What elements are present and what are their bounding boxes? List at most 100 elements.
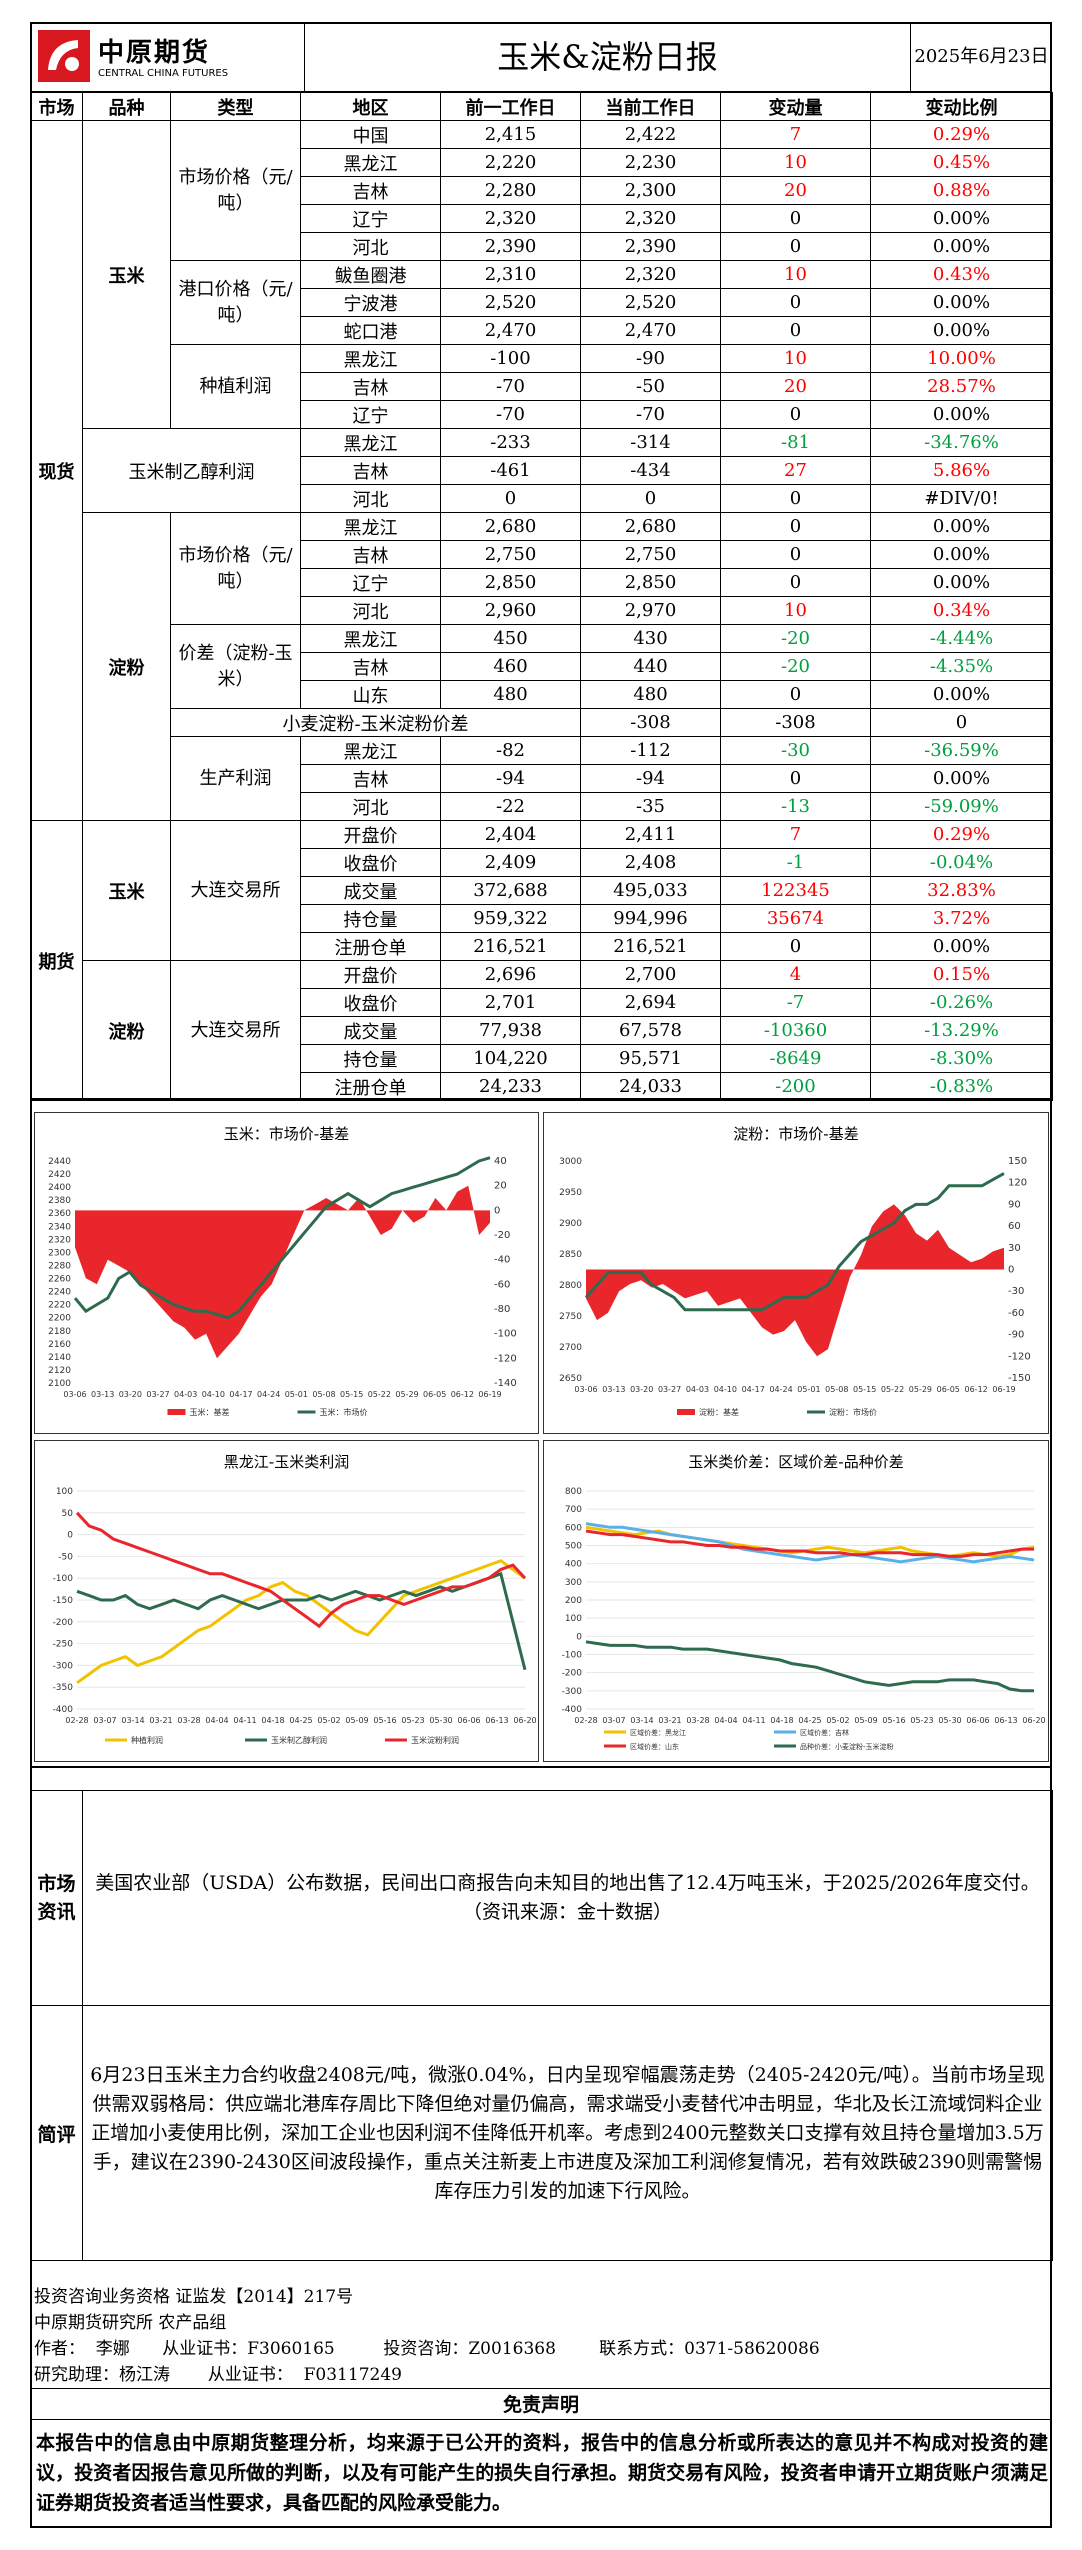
region-cell: 辽宁 [300, 204, 441, 233]
prev-value-cell: -233 [440, 428, 581, 457]
x-tick-label: 06-20 [513, 1716, 536, 1725]
col-header: 品种 [82, 92, 171, 121]
report-title: 玉米&淀粉日报 [497, 38, 718, 76]
prev-value-cell: 460 [440, 652, 581, 681]
current-value-cell: 2,680 [580, 512, 721, 541]
region-cell: 辽宁 [300, 400, 441, 429]
prev-value-cell: 2,960 [440, 596, 581, 625]
y-tick-label: 2750 [559, 1312, 582, 1322]
current-value-cell: 440 [580, 652, 721, 681]
current-value-cell: -112 [580, 736, 721, 765]
table-row: 河北 -22 -35 -13 -59.09% [31, 792, 1053, 821]
y-tick-label: 2260 [48, 1275, 71, 1285]
y-tick-label: 2180 [48, 1327, 71, 1337]
change-cell: 0 [720, 232, 871, 261]
series-line [585, 1529, 1034, 1558]
x-tick-label: 04-18 [770, 1716, 793, 1725]
change-pct-cell: 0.00% [870, 316, 1053, 345]
change-pct-cell: 0.29% [870, 120, 1053, 149]
x-tick-label: 06-13 [485, 1716, 508, 1725]
y2-tick-label: 40 [494, 1156, 507, 1167]
change-cell: 10 [720, 344, 871, 373]
x-tick-label: 04-11 [233, 1716, 256, 1725]
prev-value-cell: -22 [440, 792, 581, 821]
current-value-cell: 24,033 [580, 1072, 721, 1101]
current-value-cell: -50 [580, 372, 721, 401]
legend-label: 玉米：市场价 [320, 1407, 368, 1417]
company-name-en: CENTRAL CHINA FUTURES [98, 68, 229, 79]
prev-value-cell: 2,470 [440, 316, 581, 345]
current-value-cell: 2,750 [580, 540, 721, 569]
region-cell: 开盘价 [300, 960, 441, 989]
x-tick-label: 05-29 [395, 1390, 418, 1399]
current-value-cell: -90 [580, 344, 721, 373]
x-tick-label: 05-22 [881, 1385, 904, 1394]
current-value-cell: 2,520 [580, 288, 721, 317]
region-cell: 吉林 [300, 372, 441, 401]
x-tick-label: 03-20 [630, 1385, 653, 1394]
current-value-cell: -434 [580, 456, 721, 485]
x-tick-label: 04-10 [714, 1385, 737, 1394]
table-row: 注册仓单 216,521 216,521 0 0.00% [31, 932, 1053, 961]
region-cell: 黑龙江 [300, 512, 441, 541]
y-tick-label: 2160 [48, 1340, 71, 1350]
y2-tick-label: 90 [1008, 1199, 1021, 1210]
x-tick-label: 04-03 [686, 1385, 709, 1394]
x-tick-label: 04-25 [798, 1716, 821, 1725]
region-cell: 吉林 [300, 540, 441, 569]
x-tick-label: 06-20 [1022, 1716, 1045, 1725]
y-tick-label: 100 [56, 1487, 73, 1497]
company-name-cn: 中原期货 [98, 38, 211, 68]
change-pct-cell: 0.00% [870, 932, 1053, 961]
y2-tick-label: -20 [494, 1230, 510, 1241]
change-cell: -200 [720, 1072, 871, 1101]
x-tick-label: 05-08 [825, 1385, 848, 1394]
table-row: 港口价格（元/吨） 鲅鱼圈港 2,310 2,320 10 0.43% [31, 260, 1053, 345]
x-tick-label: 03-06 [63, 1390, 86, 1399]
change-pct-cell: -34.76% [870, 428, 1053, 457]
change-pct-cell: -8.30% [870, 1044, 1053, 1073]
y-tick-label: 2100 [48, 1379, 71, 1389]
x-tick-label: 04-17 [229, 1390, 252, 1399]
change-pct-cell: -4.35% [870, 652, 1053, 681]
y-tick-label: 2280 [48, 1261, 71, 1271]
y-tick-label: -100 [53, 1574, 74, 1584]
prev-value-cell: -70 [440, 400, 581, 429]
change-pct-cell: 0.00% [870, 764, 1053, 793]
y2-tick-label: 0 [494, 1205, 500, 1216]
prev-value-cell: 24,233 [440, 1072, 581, 1101]
change-cell: 7 [720, 120, 871, 149]
x-tick-label: 04-04 [714, 1716, 737, 1725]
y-tick-label: -250 [53, 1640, 74, 1650]
prev-value-cell: -461 [440, 456, 581, 485]
footer-institute: 中原期货研究所 农产品组 [34, 2313, 227, 2333]
prev-value-cell: 77,938 [440, 1016, 581, 1045]
y-tick-label: 300 [565, 1578, 582, 1588]
y2-tick-label: -120 [1008, 1351, 1031, 1362]
y-tick-label: 2440 [48, 1157, 71, 1167]
region-cell: 河北 [300, 484, 441, 513]
current-value-cell: 2,700 [580, 960, 721, 989]
y-tick-label: 0 [576, 1632, 582, 1642]
chart-corn-basis: 玉米：市场价-基差 2100 2120 2140 2160 2180 2200 2220 22… [34, 1112, 539, 1434]
x-tick-label: 05-23 [910, 1716, 933, 1725]
table-row: 辽宁 -70 -70 0 0.00% [31, 400, 1053, 429]
col-header: 前一工作日 [440, 92, 581, 121]
y-tick-label: -200 [53, 1618, 74, 1628]
y-tick-label: 2300 [48, 1248, 71, 1258]
region-cell: 持仓量 [300, 904, 441, 933]
x-tick-label: 04-25 [289, 1716, 312, 1725]
x-tick-label: 03-07 [602, 1716, 625, 1725]
region-cell: 宁波港 [300, 288, 441, 317]
chart-heilongjiang-profit: 黑龙江-玉米类利润 -400 -350 -300 -250 -200 -150 -100 -5… [34, 1440, 539, 1762]
current-value-cell: -70 [580, 400, 721, 429]
current-value-cell: 2,230 [580, 148, 721, 177]
region-cell: 开盘价 [300, 820, 441, 849]
change-cell: -10360 [720, 1016, 871, 1045]
table-row: 价差（淀粉-玉米） 黑龙江 450 430 -20 -4.44% [31, 624, 1053, 709]
current-value-cell: 0 [580, 484, 721, 513]
chart-title: 玉米类价差：区域价差-品种价差 [688, 1453, 904, 1471]
x-tick-label: 04-10 [202, 1390, 225, 1399]
y-tick-label: 2850 [559, 1250, 582, 1260]
x-tick-label: 04-11 [742, 1716, 765, 1725]
